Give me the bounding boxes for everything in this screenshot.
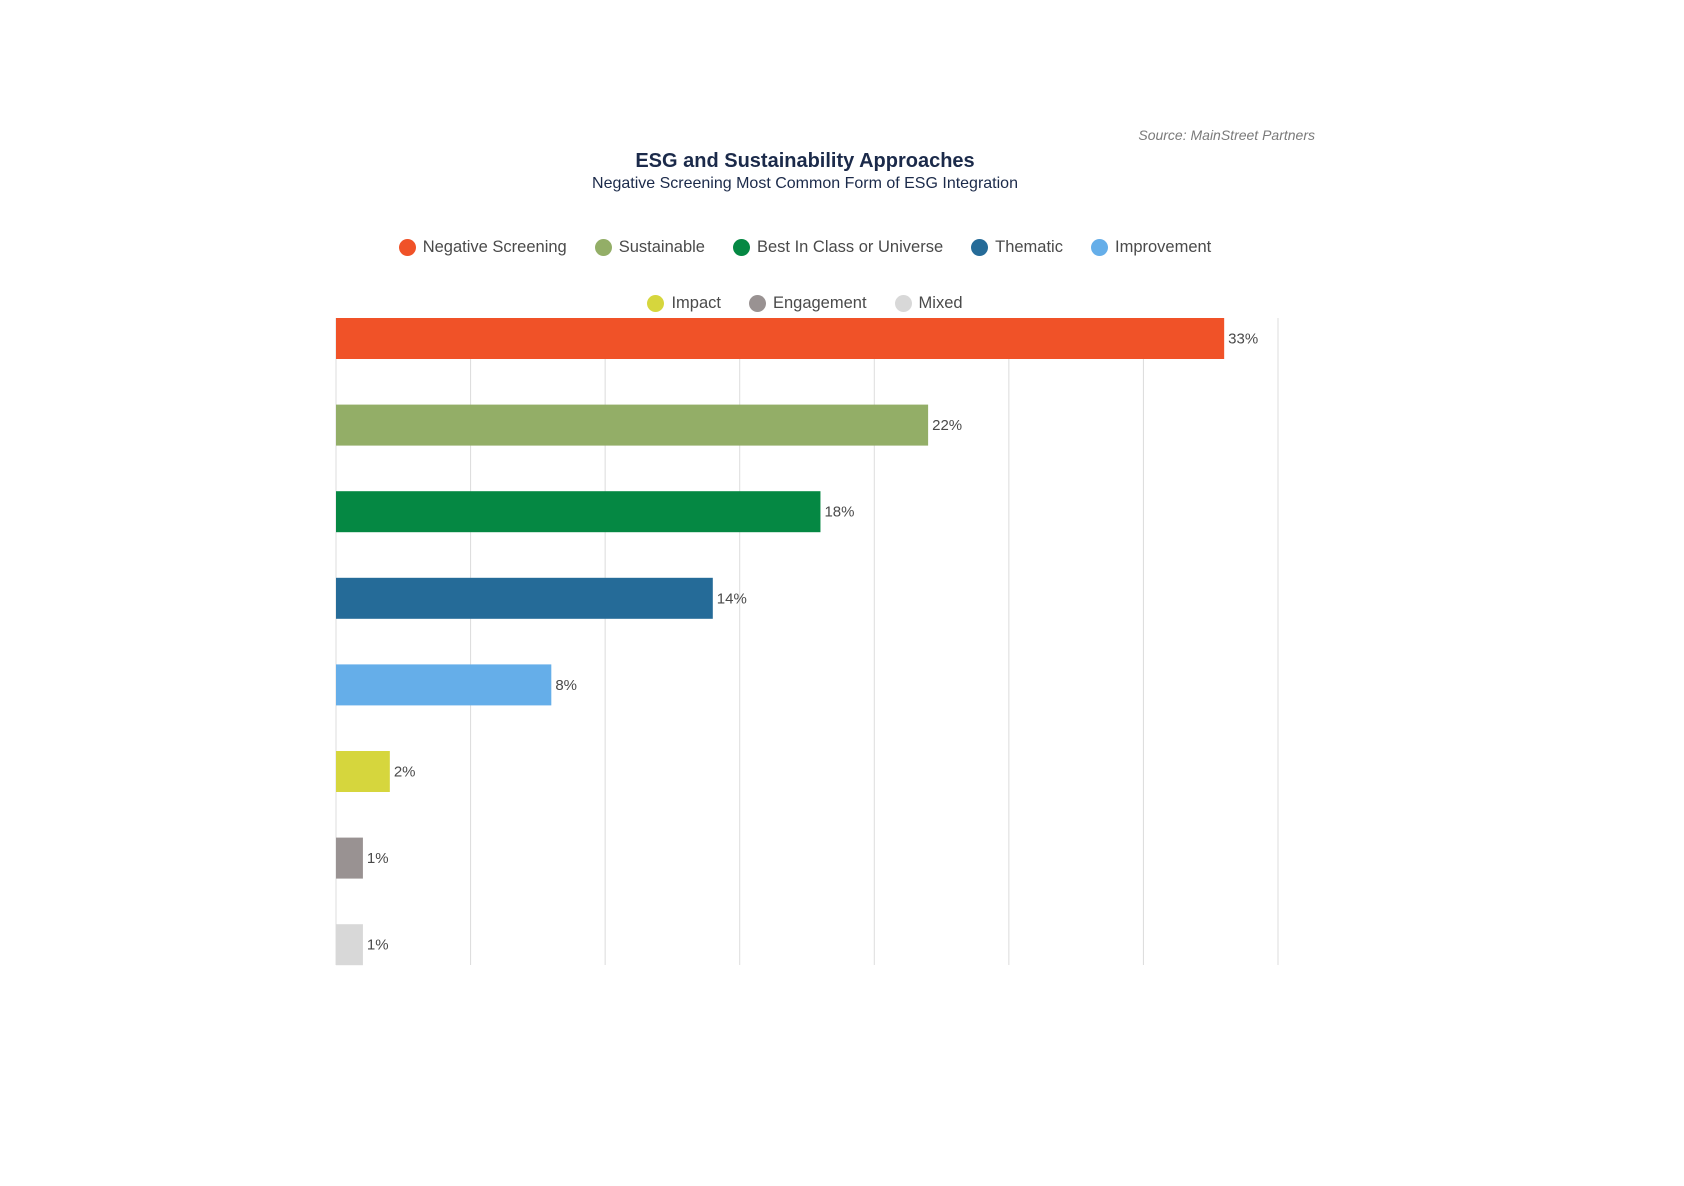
legend-swatch xyxy=(748,294,766,312)
legend-item-engagement: Engagement xyxy=(748,291,867,315)
chart-titles: ESG and Sustainability Approaches Negati… xyxy=(405,148,1205,194)
chart-subtitle: Negative Screening Most Common Form of E… xyxy=(592,175,1018,192)
bar xyxy=(336,404,929,446)
bar-value-label: 22% xyxy=(932,417,962,434)
bar xyxy=(336,491,821,533)
bar-value-label: 2% xyxy=(394,764,416,781)
chart-title: ESG and Sustainability Approaches xyxy=(635,150,975,172)
legend-swatch xyxy=(732,238,750,256)
legend-swatch xyxy=(1090,238,1108,256)
bar-value-label: 1% xyxy=(367,937,389,954)
legend-swatch xyxy=(594,238,612,256)
source-note: Source: MainStreet Partners xyxy=(1138,127,1315,143)
legend-label: Best In Class or Universe xyxy=(756,237,944,256)
legend-swatch xyxy=(398,238,416,256)
legend-label: Mixed xyxy=(918,293,963,312)
bar-value-label: 1% xyxy=(367,850,389,867)
legend-label: Thematic xyxy=(995,237,1063,256)
legend-label: Impact xyxy=(671,293,721,312)
legend-item-thematic: Thematic xyxy=(971,235,1063,259)
legend-item-impact: Impact xyxy=(647,291,721,315)
legend-swatch xyxy=(894,294,912,312)
legend-label: Engagement xyxy=(772,293,867,312)
legend-item-improvement: Improvement xyxy=(1090,235,1212,259)
chart-legend: Negative Screening Sustainable Best In C… xyxy=(305,235,1305,315)
legend-swatch xyxy=(647,294,665,312)
bar xyxy=(336,577,713,619)
bar-value-label: 33% xyxy=(1228,331,1258,348)
legend-item-best-in-class: Best In Class or Universe xyxy=(732,235,944,259)
legend-label: Improvement xyxy=(1114,237,1212,256)
bar xyxy=(336,924,363,966)
bar-value-label: 18% xyxy=(824,504,854,521)
bar xyxy=(336,751,390,792)
bar xyxy=(336,318,1225,359)
bar xyxy=(336,664,552,706)
chart-data-labels: 33% 22% 18% 14% 8% 2% 1% 1% xyxy=(367,331,1258,954)
bar-value-label: 14% xyxy=(717,590,747,607)
legend-label: Negative Screening xyxy=(422,237,567,256)
chart-bars xyxy=(336,318,1225,966)
legend-swatch xyxy=(971,238,989,256)
bar xyxy=(336,837,363,879)
legend-item-negative-screening: Negative Screening xyxy=(398,235,567,259)
bar-value-label: 8% xyxy=(555,677,577,694)
legend-item-mixed: Mixed xyxy=(894,291,963,315)
legend-label: Sustainable xyxy=(618,237,705,256)
legend-item-sustainable: Sustainable xyxy=(594,235,705,259)
